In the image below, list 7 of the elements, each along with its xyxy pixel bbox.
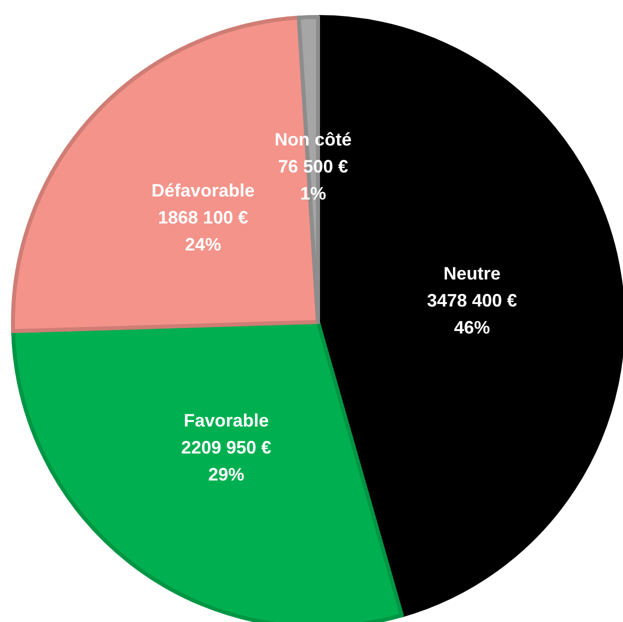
data-label: 1868 100 € 24% bbox=[158, 207, 248, 254]
slice-label: Favorable bbox=[184, 410, 269, 431]
data-label: 2209 950 € 29% bbox=[181, 438, 272, 485]
data-label: 3478 400 € 46% bbox=[426, 290, 518, 338]
slice-label: Neutre bbox=[443, 263, 501, 284]
slice-label: Défavorable bbox=[152, 180, 255, 200]
data-label: 76 500 € 1% bbox=[278, 156, 348, 204]
